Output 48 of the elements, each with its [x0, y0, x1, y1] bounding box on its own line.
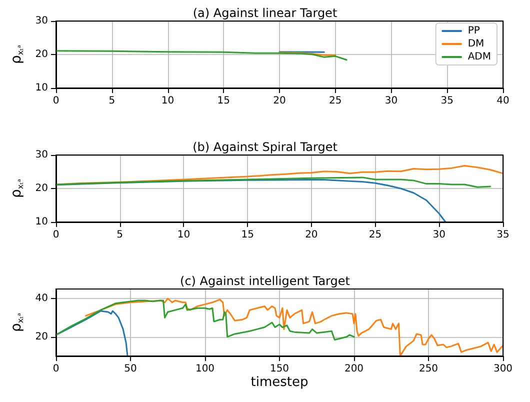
x-tick-label: 50 [124, 364, 137, 374]
x-axis-title: timestep [250, 375, 308, 390]
y-tick-label: 30 [35, 150, 48, 160]
x-tick-label: 250 [418, 364, 438, 374]
x-tick-label: 15 [217, 96, 230, 106]
chart-title: (a) Against linear Target [192, 6, 338, 20]
y-axis-title: ρxₜᵃ [8, 178, 25, 198]
legend-label: PP [468, 26, 480, 36]
y-tick-label: 20 [35, 183, 48, 194]
x-tick-label: 0 [52, 96, 60, 106]
line-series [55, 179, 446, 223]
legend-label: ADM [468, 52, 492, 62]
x-tick-label: 15 [241, 230, 254, 240]
x-tick-label: 25 [368, 230, 382, 240]
x-tick-label: 150 [270, 364, 290, 374]
x-tick-label: 0 [52, 364, 60, 374]
x-tick-label: 200 [344, 364, 364, 374]
line-series [55, 50, 348, 61]
legend-label: DM [468, 38, 484, 50]
chart-title: (c) Against intelligent Target [180, 274, 350, 288]
line-series [55, 300, 355, 340]
y-axis-title: ρxₜᵃ [8, 312, 25, 332]
x-tick-label: 20 [273, 96, 286, 106]
x-tick-label: 20 [305, 230, 318, 240]
x-tick-label: 300 [493, 364, 513, 374]
x-tick-label: 5 [108, 96, 116, 106]
y-tick-label: 30 [35, 16, 48, 26]
chart-title: (b) Against Spiral Target [192, 140, 338, 154]
y-tick-label: 40 [35, 293, 48, 304]
x-tick-label: 30 [384, 96, 398, 106]
x-tick-label: 0 [52, 230, 60, 240]
line-series [55, 310, 128, 357]
y-tick-label: 20 [35, 331, 48, 342]
x-tick-label: 35 [440, 96, 454, 106]
x-tick-label: 10 [161, 96, 174, 106]
y-tick-label: 20 [35, 49, 48, 60]
x-tick-label: 10 [177, 230, 190, 240]
x-tick-label: 30 [432, 230, 446, 240]
x-tick-label: 5 [116, 230, 124, 240]
x-tick-label: 40 [496, 96, 510, 106]
x-tick-label: 35 [496, 230, 510, 240]
line-series [85, 298, 504, 357]
line-series [55, 176, 491, 188]
y-tick-label: 10 [35, 216, 48, 228]
y-tick-label: 10 [35, 82, 48, 94]
x-tick-label: 100 [195, 364, 215, 374]
x-tick-label: 25 [329, 96, 342, 106]
y-axis-title: ρxₜᵃ [8, 44, 25, 64]
